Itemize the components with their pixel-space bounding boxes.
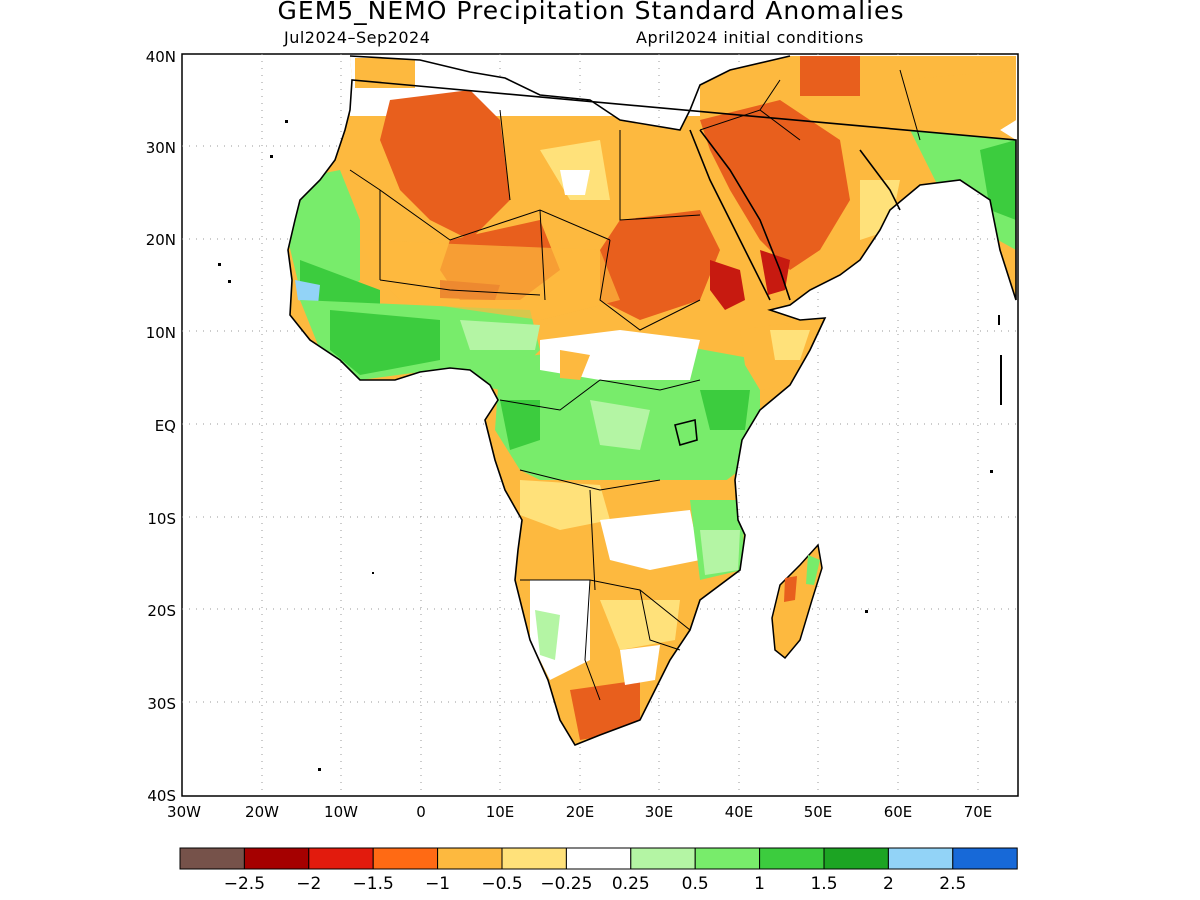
colorbar-label: −0.25 — [540, 874, 592, 894]
initial-conditions: April2024 initial conditions — [636, 28, 864, 47]
colorbar-boxes — [179, 847, 1018, 870]
lon-label-20w: 20W — [245, 803, 279, 821]
colorbar-box — [565, 847, 632, 870]
lat-label-30n: 30N — [146, 139, 176, 157]
colorbar-box — [437, 847, 503, 870]
lon-label-30w: 30W — [167, 803, 201, 821]
lon-label-30e: 30E — [645, 803, 674, 821]
lon-label-20e: 20E — [566, 803, 595, 821]
lon-label-50e: 50E — [804, 803, 833, 821]
longitude-labels: 30W 20W 10W 0 10E 20E 30E 40E 50E 60E 70… — [167, 803, 992, 821]
colorbar-label: 0.5 — [682, 874, 709, 894]
colorbar-label: 1 — [754, 874, 765, 894]
lat-label-20s: 20S — [147, 602, 176, 620]
colorbar-box — [308, 847, 374, 870]
lat-label-40n: 40N — [146, 48, 176, 66]
colorbar-box — [179, 847, 245, 870]
colorbar-box — [694, 847, 761, 870]
colorbar-box — [823, 847, 889, 870]
colorbar-label: 2.5 — [939, 874, 966, 894]
islands — [218, 120, 1002, 771]
forecast-period: Jul2024–Sep2024 — [284, 28, 431, 47]
lat-label-10n: 10N — [146, 324, 176, 342]
lon-label-60e: 60E — [884, 803, 913, 821]
colorbar-label: 2 — [883, 874, 894, 894]
colorbar-label: −2.5 — [224, 874, 265, 894]
madagascar — [771, 543, 823, 660]
colorbar-label: 0.25 — [612, 874, 650, 894]
lat-label-10s: 10S — [147, 510, 176, 528]
colorbar-box — [759, 847, 825, 870]
lon-label-40e: 40E — [725, 803, 754, 821]
colorbar-label: −0.5 — [481, 874, 522, 894]
lat-label-20n: 20N — [146, 231, 176, 249]
colorbar-box — [887, 847, 954, 870]
map-title: GEM5_NEMO Precipitation Standard Anomali… — [277, 0, 905, 25]
coastlines — [287, 55, 1017, 746]
latitude-labels: 40N 30N 20N 10N EQ 10S 20S 30S 40S — [146, 48, 176, 805]
lon-label-0: 0 — [416, 803, 426, 821]
colorbar-label: −1 — [425, 874, 450, 894]
colorbar-box — [630, 847, 696, 870]
colorbar-label: −1.5 — [353, 874, 394, 894]
lat-label-30s: 30S — [147, 695, 176, 713]
lon-label-70e: 70E — [964, 803, 993, 821]
lon-label-10e: 10E — [486, 803, 515, 821]
colorbar-box — [501, 847, 567, 870]
colorbar-box — [243, 847, 310, 870]
colorbar-box — [372, 847, 439, 870]
lon-label-10w: 10W — [324, 803, 358, 821]
colorbar-box — [952, 847, 1018, 870]
colorbar-label: 1.5 — [810, 874, 837, 894]
colorbar-labels: −2.5 −2 −1.5 −1 −0.5 −0.25 0.25 0.5 1 1.5 2 2.5 — [224, 874, 967, 894]
colorbar-label: −2 — [296, 874, 321, 894]
lat-label-eq: EQ — [155, 417, 176, 435]
country-borders — [349, 69, 921, 701]
lat-label-40s: 40S — [147, 787, 176, 805]
